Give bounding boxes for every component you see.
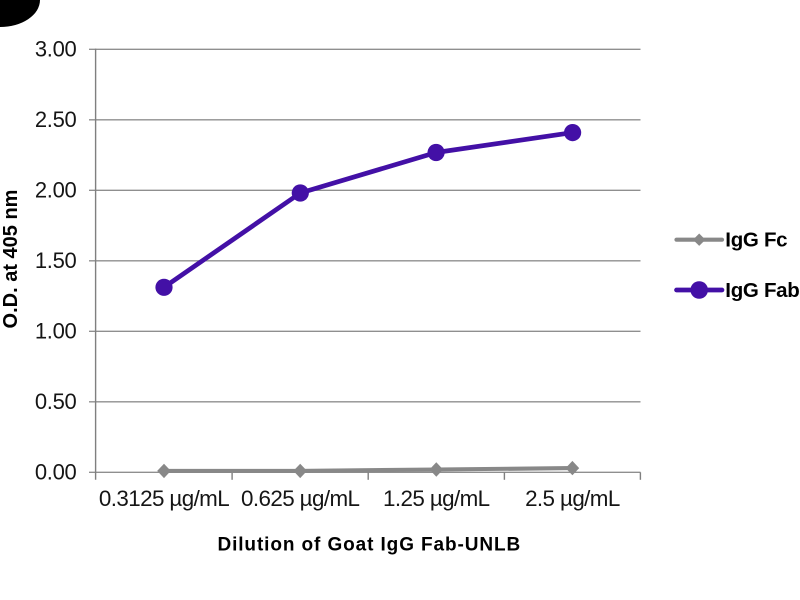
svg-text:2.00: 2.00 (35, 178, 77, 203)
svg-text:IgG Fc: IgG Fc (725, 229, 787, 252)
svg-text:2.5 µg/mL: 2.5 µg/mL (525, 486, 620, 511)
svg-text:1.50: 1.50 (35, 248, 77, 273)
svg-text:0.50: 0.50 (35, 389, 77, 414)
svg-text:3.00: 3.00 (35, 37, 77, 62)
svg-text:IgG Fab: IgG Fab (725, 279, 799, 302)
svg-text:1.25 µg/mL: 1.25 µg/mL (383, 486, 490, 511)
svg-text:0.625 µg/mL: 0.625 µg/mL (241, 486, 359, 511)
svg-text:1.00: 1.00 (35, 319, 77, 344)
svg-text:Dilution of Goat IgG Fab-UNLB: Dilution of Goat IgG Fab-UNLB (217, 534, 521, 555)
svg-text:0.00: 0.00 (35, 460, 77, 485)
svg-text:2.50: 2.50 (35, 107, 77, 132)
svg-text:0.3125 µg/mL: 0.3125 µg/mL (99, 486, 229, 511)
svg-text:O.D. at 405 nm: O.D. at 405 nm (0, 190, 22, 329)
